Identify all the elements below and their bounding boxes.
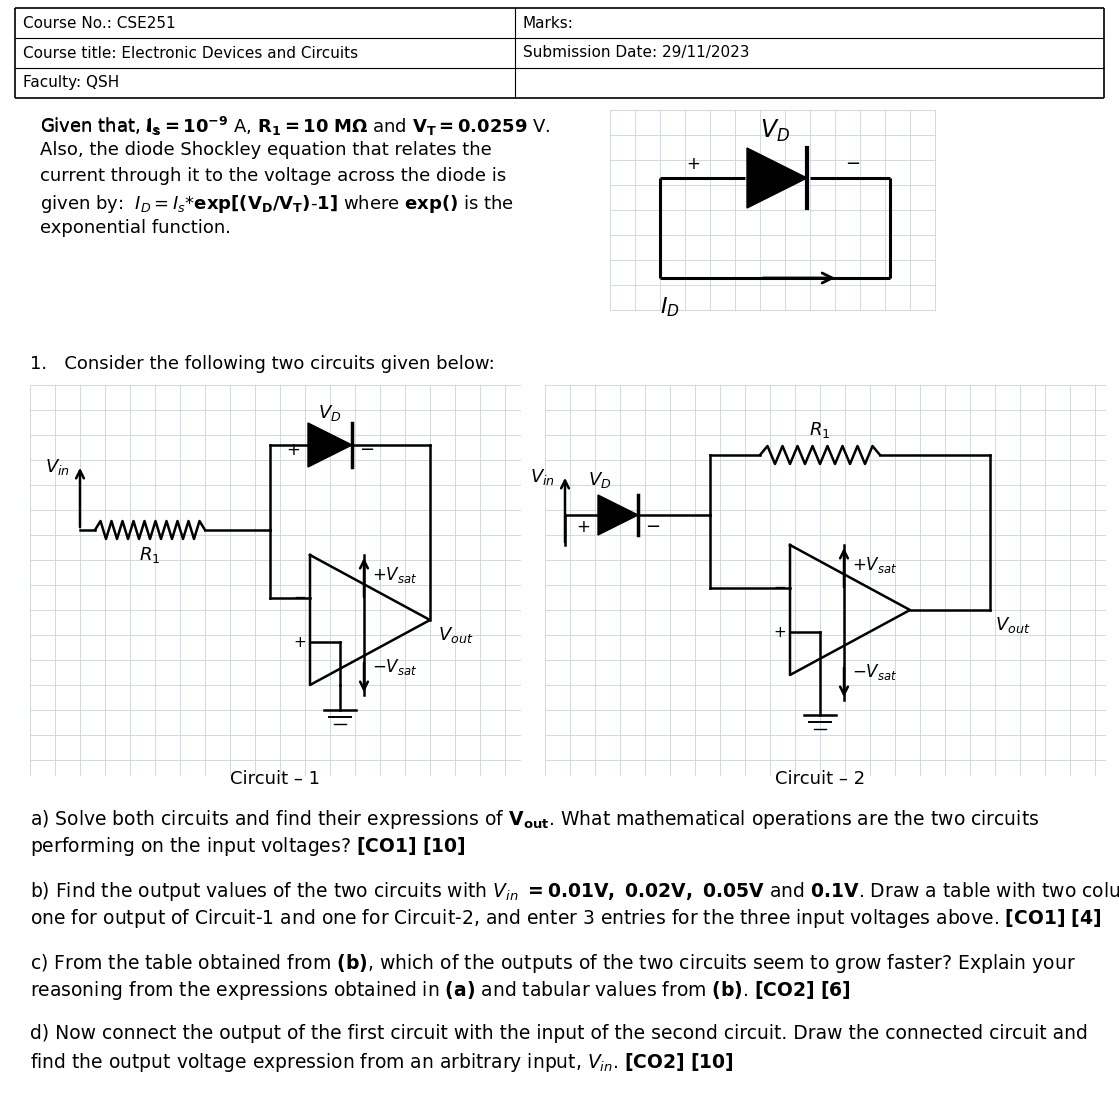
Polygon shape xyxy=(308,423,352,467)
Text: $+V_{sat}$: $+V_{sat}$ xyxy=(852,555,897,575)
Text: find the output voltage expression from an arbitrary input, $V_{in}$. $\mathbf{[: find the output voltage expression from … xyxy=(30,1051,734,1074)
Text: $R_1$: $R_1$ xyxy=(809,420,830,440)
Text: one for output of Circuit-1 and one for Circuit-2, and enter 3 entries for the t: one for output of Circuit-1 and one for … xyxy=(30,907,1101,930)
Text: $V_D$: $V_D$ xyxy=(589,469,612,490)
Text: $V_{in}$: $V_{in}$ xyxy=(530,467,555,487)
Text: +: + xyxy=(576,518,590,536)
Text: −: − xyxy=(293,591,305,605)
Polygon shape xyxy=(747,148,807,208)
Text: d) Now connect the output of the first circuit with the input of the second circ: d) Now connect the output of the first c… xyxy=(30,1024,1088,1042)
Text: −: − xyxy=(846,155,861,173)
Text: +: + xyxy=(286,441,300,460)
Text: b) Find the output values of the two circuits with $V_{in}$ $\mathbf{= 0.01V,\ 0: b) Find the output values of the two cir… xyxy=(30,880,1119,903)
Polygon shape xyxy=(598,495,638,534)
Text: Submission Date: 29/11/2023: Submission Date: 29/11/2023 xyxy=(523,45,750,61)
Text: given by:  $I_D = I_s$*$\mathbf{exp[(V_D/V_T)\text{-}1]}$ where $\mathbf{exp()}$: given by: $I_D = I_s$*$\mathbf{exp[(V_D/… xyxy=(40,193,514,215)
Text: a) Solve both circuits and find their expressions of $\mathbf{V_{out}}$. What ma: a) Solve both circuits and find their ex… xyxy=(30,808,1040,831)
Text: 1.   Consider the following two circuits given below:: 1. Consider the following two circuits g… xyxy=(30,355,495,372)
Text: Marks:: Marks: xyxy=(523,15,574,31)
Text: Given that, $\mathbf{I_s = 10^{-9}}$ A, $\mathbf{R_1 = 10\ M\Omega}$ and $\mathb: Given that, $\mathbf{I_s = 10^{-9}}$ A, … xyxy=(40,115,551,138)
Text: performing on the input voltages? $\mathbf{[CO1]\ [10]}$: performing on the input voltages? $\math… xyxy=(30,835,466,858)
Text: $V_{out}$: $V_{out}$ xyxy=(995,615,1031,635)
Text: $R_1$: $R_1$ xyxy=(139,545,161,565)
Text: Circuit – 1: Circuit – 1 xyxy=(231,770,320,788)
Text: −: − xyxy=(359,441,375,460)
Text: −: − xyxy=(773,581,786,595)
Text: $V_D$: $V_D$ xyxy=(760,118,790,144)
Text: Course No.: CSE251: Course No.: CSE251 xyxy=(23,15,176,31)
Text: Faculty: QSH: Faculty: QSH xyxy=(23,76,120,90)
Text: exponential function.: exponential function. xyxy=(40,219,231,237)
Text: +: + xyxy=(686,155,700,173)
Text: Course title: Electronic Devices and Circuits: Course title: Electronic Devices and Cir… xyxy=(23,45,358,61)
Text: Given that, $I_s$: Given that, $I_s$ xyxy=(40,115,159,136)
Text: reasoning from the expressions obtained in $\mathbf{(a)}$ and tabular values fro: reasoning from the expressions obtained … xyxy=(30,979,850,1002)
Text: $I_D$: $I_D$ xyxy=(660,295,679,318)
Text: $-V_{sat}$: $-V_{sat}$ xyxy=(372,657,417,677)
Text: $V_{in}$: $V_{in}$ xyxy=(45,457,70,477)
Text: $-V_{sat}$: $-V_{sat}$ xyxy=(852,662,897,682)
Text: $V_{out}$: $V_{out}$ xyxy=(438,625,473,645)
Text: c) From the table obtained from $\mathbf{(b)}$, which of the outputs of the two : c) From the table obtained from $\mathbf… xyxy=(30,952,1076,975)
Text: Also, the diode Shockley equation that relates the: Also, the diode Shockley equation that r… xyxy=(40,141,491,159)
Text: $+V_{sat}$: $+V_{sat}$ xyxy=(372,565,417,585)
Text: +: + xyxy=(773,625,786,639)
Text: Circuit – 2: Circuit – 2 xyxy=(775,770,865,788)
Text: current through it to the voltage across the diode is: current through it to the voltage across… xyxy=(40,168,506,185)
Text: −: − xyxy=(646,518,660,536)
Text: +: + xyxy=(293,635,305,649)
Text: $V_D$: $V_D$ xyxy=(318,403,341,423)
